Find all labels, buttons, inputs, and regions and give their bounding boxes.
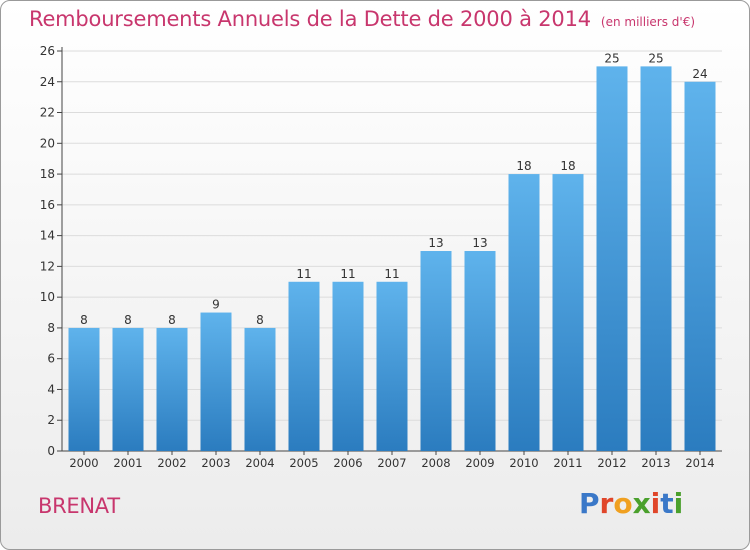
x-tick-label: 2014	[685, 456, 714, 470]
x-tick-label: 2013	[641, 456, 670, 470]
y-tick-label: 4	[47, 382, 55, 396]
bar	[552, 174, 584, 452]
logo-letter: o	[613, 487, 633, 520]
bar-value-label: 9	[212, 298, 220, 312]
logo-letter: P	[579, 487, 600, 520]
bar-value-label: 18	[560, 159, 575, 173]
bar	[112, 327, 144, 451]
bar	[332, 281, 364, 451]
y-tick-label: 16	[40, 198, 55, 212]
bar	[684, 81, 716, 452]
bar-value-label: 11	[296, 267, 311, 281]
x-tick-label: 2008	[421, 456, 450, 470]
bar-value-label: 13	[428, 236, 443, 250]
logo-letter: t	[660, 487, 674, 520]
x-tick-label: 2003	[201, 456, 230, 470]
x-tick-label: 2004	[245, 456, 274, 470]
bar	[596, 66, 628, 451]
bar-value-label: 25	[648, 51, 663, 65]
y-tick-label: 14	[40, 229, 55, 243]
bar	[464, 251, 496, 451]
y-tick-label: 6	[47, 352, 55, 366]
bar	[200, 312, 232, 451]
bar-value-label: 11	[340, 267, 355, 281]
bar-value-label: 18	[516, 159, 531, 173]
x-tick-label: 2007	[377, 456, 406, 470]
bar	[156, 327, 188, 451]
y-tick-label: 10	[40, 290, 55, 304]
y-tick-label: 26	[40, 44, 55, 58]
bar	[640, 66, 672, 451]
x-tick-label: 2010	[509, 456, 538, 470]
x-tick-label: 2002	[157, 456, 186, 470]
bar-value-label: 13	[472, 236, 487, 250]
bars	[68, 66, 716, 452]
y-tick-label: 12	[40, 259, 55, 273]
logo-letter: r	[599, 487, 614, 520]
bar	[244, 327, 276, 451]
bar-value-label: 11	[384, 267, 399, 281]
y-tick-label: 8	[47, 321, 55, 335]
y-tick-label: 18	[40, 167, 55, 181]
logo-letter: i	[673, 487, 684, 520]
x-tick-label: 2012	[597, 456, 626, 470]
x-tick-label: 2005	[289, 456, 318, 470]
bar	[68, 327, 100, 451]
bar	[508, 174, 540, 452]
commune-name: BRENAT	[38, 494, 120, 518]
y-tick-label: 0	[47, 444, 55, 458]
bar-value-label: 24	[692, 67, 707, 81]
bar	[376, 281, 408, 451]
y-tick-label: 20	[40, 136, 55, 150]
x-tick-labels: 2000 2001 2002 2003 2004 2005 2006 2007 2008 2009…	[69, 451, 715, 470]
x-tick-label: 2011	[553, 456, 582, 470]
logo-letter: x	[632, 487, 651, 520]
title-unit: (en milliers d'€)	[600, 15, 696, 29]
bar-value-label: 8	[256, 313, 264, 327]
y-tick-label: 2	[47, 413, 55, 427]
logo-letter: i	[650, 487, 661, 520]
chart-title: Remboursements Annuels de la Dette de 20…	[29, 7, 695, 31]
x-tick-label: 2000	[69, 456, 98, 470]
bar	[288, 281, 320, 451]
y-tick-label: 22	[40, 106, 55, 120]
x-tick-label: 2001	[113, 456, 142, 470]
x-tick-label: 2009	[465, 456, 494, 470]
bar-value-label: 8	[124, 313, 132, 327]
title-main: Remboursements Annuels de la Dette de 20…	[29, 7, 591, 31]
x-tick-label: 2006	[333, 456, 362, 470]
y-tick-label: 24	[40, 75, 55, 89]
bar-value-label: 25	[604, 51, 619, 65]
bar	[420, 251, 452, 451]
bar-value-label: 8	[80, 313, 88, 327]
value-labels: 8 8 8 9 8 11 11 11 13 13 18 18 25 25 24	[80, 51, 707, 327]
bar-value-label: 8	[168, 313, 176, 327]
proxiti-logo[interactable]: Proxiti	[579, 487, 683, 520]
